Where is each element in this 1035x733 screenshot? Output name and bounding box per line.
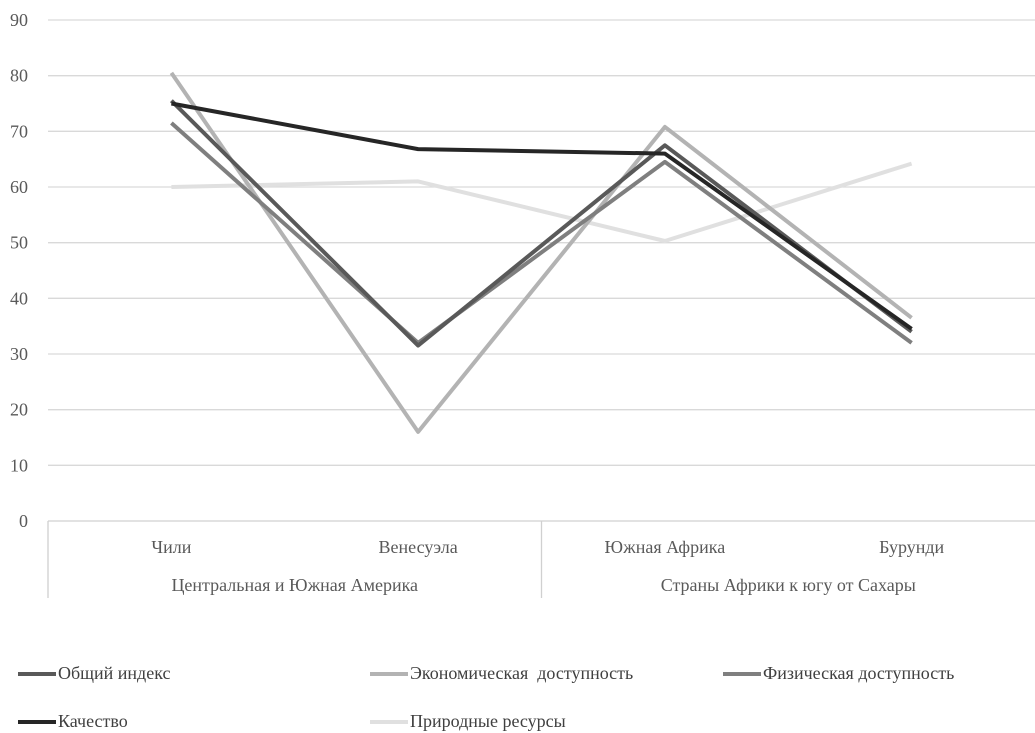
category-label: Бурунди — [879, 537, 944, 557]
legend-swatch — [723, 671, 761, 676]
series-line — [170, 121, 913, 345]
category-labels: Чили Венесуэла Южная Африка Бурунди Централь… — [151, 537, 944, 595]
legend-label: Экономическая доступность — [410, 663, 634, 683]
gridlines — [48, 19, 1035, 522]
series-lines — [169, 71, 913, 434]
legend-swatch — [18, 671, 56, 676]
y-tick-label: 20 — [10, 400, 28, 420]
y-tick-label: 80 — [10, 66, 28, 86]
legend-item: Природные ресурсы — [370, 711, 566, 732]
y-tick-label: 70 — [10, 121, 28, 141]
legend-label: Качество — [58, 711, 128, 731]
legend-swatch — [370, 719, 408, 724]
series-line — [171, 161, 913, 243]
series-line — [171, 101, 913, 331]
legend-item: Качество — [18, 711, 128, 732]
y-tick-label: 50 — [10, 233, 28, 253]
legend-label: Природные ресурсы — [410, 711, 566, 731]
legend-label: Физическая доступность — [763, 663, 955, 683]
y-tick-label: 90 — [10, 10, 28, 30]
legend-swatch — [18, 719, 56, 724]
y-tick-label: 30 — [10, 344, 28, 364]
legend-swatch — [370, 671, 408, 676]
line-chart: 0 10 20 30 40 50 60 70 80 90 Чили Венесуэла Южная А… — [10, 10, 1035, 598]
legend-label: Общий индекс — [58, 663, 171, 683]
group-label: Страны Африки к югу от Сахары — [661, 575, 916, 595]
y-axis-ticks: 0 10 20 30 40 50 60 70 80 90 — [10, 10, 28, 531]
category-axis — [47, 521, 543, 598]
group-label: Центральная и Южная Америка — [171, 575, 418, 595]
y-tick-label: 40 — [10, 288, 28, 308]
y-tick-label: 60 — [10, 177, 28, 197]
series-line — [169, 99, 913, 348]
category-label: Южная Африка — [605, 537, 726, 557]
legend: Общий индекс Экономическая доступность Физ… — [0, 655, 1035, 733]
series-line — [169, 71, 913, 434]
category-label: Чили — [151, 537, 191, 557]
legend-item: Физическая доступность — [723, 663, 954, 684]
category-label: Венесуэла — [379, 537, 458, 557]
legend-item: Общий индекс — [18, 663, 170, 684]
y-tick-label: 10 — [10, 455, 28, 475]
y-tick-label: 0 — [19, 511, 28, 531]
legend-item: Экономическая доступность — [370, 663, 633, 684]
